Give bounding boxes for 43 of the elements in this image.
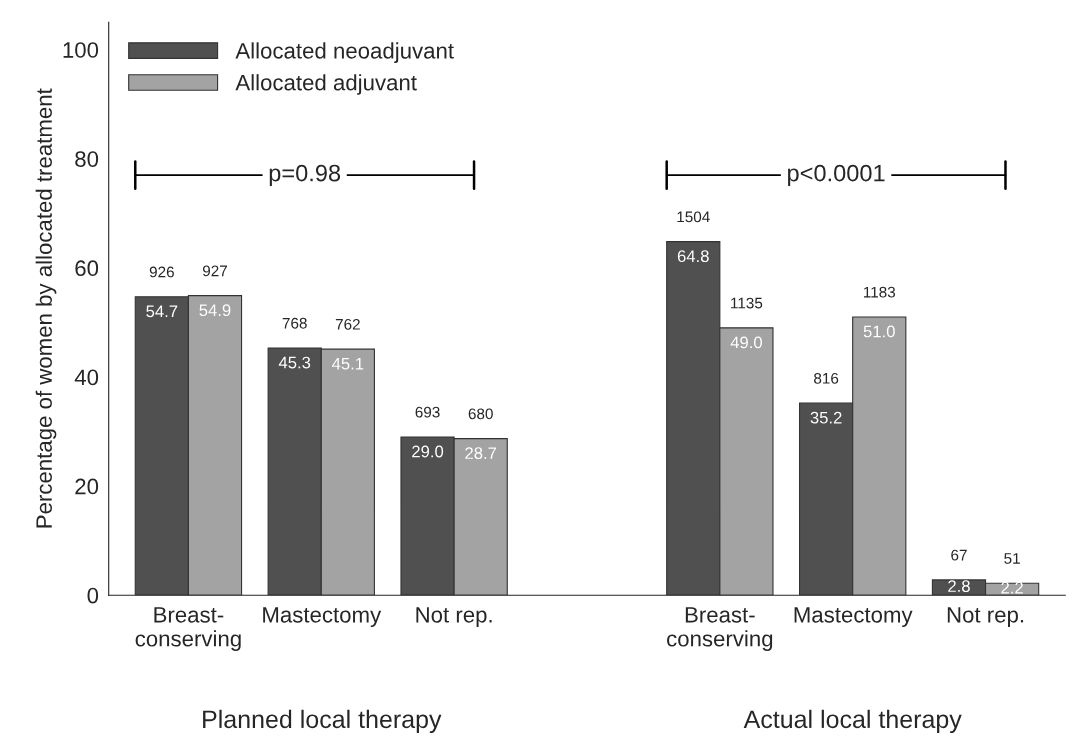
y-tick-label: 80	[75, 151, 99, 167]
data-label: 51.0	[863, 325, 895, 338]
x-tick-label: Not rep.	[416, 607, 492, 628]
x-tick-label: Breast- conserving	[667, 607, 773, 651]
data-label: 28.7	[465, 447, 497, 460]
data-label: 2.2	[1001, 581, 1023, 594]
y-tick-label: 100	[63, 42, 99, 58]
annotation: 67	[951, 549, 967, 561]
annotation: 816	[814, 372, 839, 384]
data-label: 2.8	[948, 580, 970, 593]
annotation: 693	[415, 406, 440, 418]
y-tick-label: 20	[75, 478, 99, 495]
x-tick-label: Mastectomy	[263, 607, 382, 628]
y-tick-label: 60	[75, 260, 99, 277]
data-label: 49.0	[730, 336, 762, 349]
annotation: 926	[149, 266, 174, 278]
annotation: 1504	[677, 211, 710, 223]
data-label: 64.8	[677, 250, 709, 263]
legend-label: Allocated adjuvant	[235, 74, 417, 95]
annotation: 1183	[864, 286, 896, 298]
data-label: 54.9	[199, 304, 231, 317]
data-label: 29.0	[412, 445, 444, 458]
data-label: 54.7	[146, 305, 178, 318]
x-tick-label: Mastectomy	[794, 607, 913, 628]
annotation: 762	[335, 318, 360, 330]
data-label: 45.1	[332, 357, 364, 370]
annotation: 1135	[731, 297, 763, 309]
y-axis-title: Percentage of women by allocated treatment	[35, 88, 57, 528]
x-tick-label: Breast- conserving	[135, 607, 241, 651]
data-label: 45.3	[278, 356, 311, 369]
text: Planned local therapy	[203, 709, 442, 734]
annotation: p<0.0001	[788, 164, 885, 187]
legend-label: Allocated neoadjuvant	[235, 42, 454, 64]
annotation: 927	[202, 265, 227, 277]
data-label: 35.2	[810, 411, 842, 424]
annotation: 768	[282, 317, 307, 329]
annotation: p=0.98	[269, 164, 341, 187]
annotation: 680	[468, 408, 493, 420]
annotation: 51	[1004, 553, 1020, 564]
y-tick-label: 40	[74, 369, 99, 386]
text: Actual local therapy	[743, 709, 962, 734]
x-tick-label: Not rep.	[947, 607, 1024, 628]
y-tick-label: 0	[87, 587, 99, 604]
